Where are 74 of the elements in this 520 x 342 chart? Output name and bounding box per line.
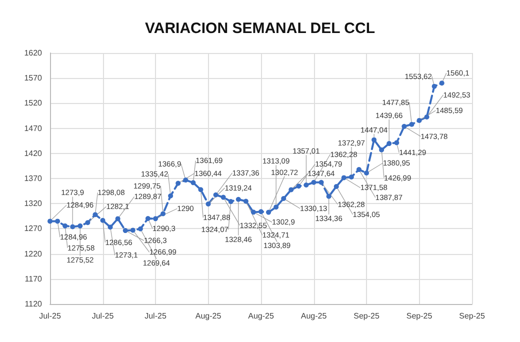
point bbox=[424, 114, 430, 120]
point bbox=[274, 204, 279, 210]
y-tick-label: 1620 bbox=[24, 48, 43, 58]
point bbox=[78, 223, 83, 228]
point bbox=[92, 212, 98, 218]
point bbox=[296, 184, 302, 189]
point bbox=[100, 218, 106, 223]
y-tick-label: 1220 bbox=[24, 249, 43, 258]
point bbox=[402, 124, 407, 129]
point bbox=[85, 220, 90, 226]
point bbox=[228, 199, 234, 204]
point bbox=[348, 174, 354, 180]
point bbox=[416, 118, 422, 123]
y-tick-label: 1170 bbox=[24, 274, 43, 284]
point bbox=[341, 175, 346, 180]
y-tick-label: 1270 bbox=[24, 224, 43, 234]
x-tick-label: Aug-25 bbox=[300, 312, 328, 320]
point bbox=[213, 192, 218, 198]
point bbox=[108, 224, 113, 230]
point bbox=[432, 84, 437, 89]
point bbox=[48, 218, 52, 224]
x-tick-label: Sep-25 bbox=[406, 312, 433, 320]
x-tick-label: Sep-25 bbox=[459, 312, 486, 320]
point bbox=[160, 211, 166, 216]
point bbox=[122, 228, 128, 234]
point bbox=[153, 216, 158, 222]
point bbox=[356, 167, 362, 172]
point bbox=[62, 223, 68, 228]
x-tick-label: Aug-25 bbox=[248, 312, 274, 320]
point bbox=[409, 122, 414, 127]
y-tick-label: 1420 bbox=[24, 148, 43, 158]
point bbox=[176, 180, 181, 186]
point bbox=[372, 137, 377, 142]
x-tick-label: Jul-25 bbox=[144, 312, 167, 320]
y-tick-label: 1570 bbox=[24, 74, 43, 83]
point bbox=[70, 224, 76, 230]
x-tick-label: Jul-25 bbox=[92, 312, 114, 320]
point bbox=[326, 194, 332, 199]
point bbox=[334, 184, 339, 190]
point bbox=[206, 201, 211, 206]
point bbox=[243, 198, 248, 204]
point bbox=[394, 140, 400, 146]
point bbox=[130, 228, 136, 233]
point bbox=[379, 147, 384, 152]
y-tick-label: 1370 bbox=[24, 174, 43, 183]
point bbox=[311, 180, 316, 185]
point bbox=[439, 80, 444, 86]
point bbox=[55, 218, 60, 224]
point bbox=[198, 187, 204, 192]
point bbox=[250, 210, 256, 215]
point bbox=[281, 196, 286, 202]
point bbox=[304, 182, 309, 188]
x-tick-label: Jul-25 bbox=[39, 312, 62, 320]
y-tick-label: 1520 bbox=[24, 98, 43, 108]
point bbox=[183, 178, 188, 183]
point bbox=[236, 196, 241, 202]
point bbox=[168, 193, 174, 198]
x-tick-label: Sep-25 bbox=[354, 312, 380, 320]
y-tick-label: 1120 bbox=[24, 300, 43, 308]
point bbox=[386, 141, 392, 146]
chart-title: VARIACION SEMANAL DEL CCL bbox=[144, 20, 376, 37]
point bbox=[190, 180, 196, 186]
point bbox=[220, 194, 226, 200]
point bbox=[266, 210, 272, 215]
point bbox=[145, 216, 150, 222]
point bbox=[318, 180, 324, 185]
point bbox=[288, 187, 294, 192]
point bbox=[115, 216, 120, 222]
y-tick-label: 1320 bbox=[24, 199, 43, 208]
point bbox=[364, 170, 369, 176]
x-tick-label: Aug-25 bbox=[195, 312, 222, 320]
point bbox=[138, 226, 143, 232]
y-tick-label: 1470 bbox=[24, 124, 43, 133]
point bbox=[258, 209, 264, 214]
